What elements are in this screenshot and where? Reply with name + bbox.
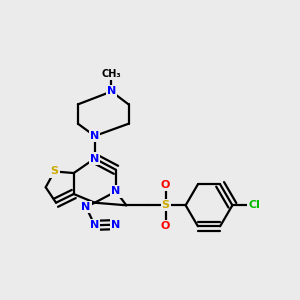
Text: O: O xyxy=(161,221,170,231)
Text: N: N xyxy=(90,220,99,230)
Text: S: S xyxy=(50,167,59,176)
Text: N: N xyxy=(81,202,91,212)
Text: N: N xyxy=(111,186,121,197)
Text: Cl: Cl xyxy=(248,200,260,210)
Text: S: S xyxy=(162,200,170,210)
Text: N: N xyxy=(90,154,99,164)
Text: CH₃: CH₃ xyxy=(102,69,121,79)
Text: N: N xyxy=(90,131,99,141)
Text: O: O xyxy=(161,180,170,190)
Text: N: N xyxy=(111,220,121,230)
Text: N: N xyxy=(107,86,116,97)
